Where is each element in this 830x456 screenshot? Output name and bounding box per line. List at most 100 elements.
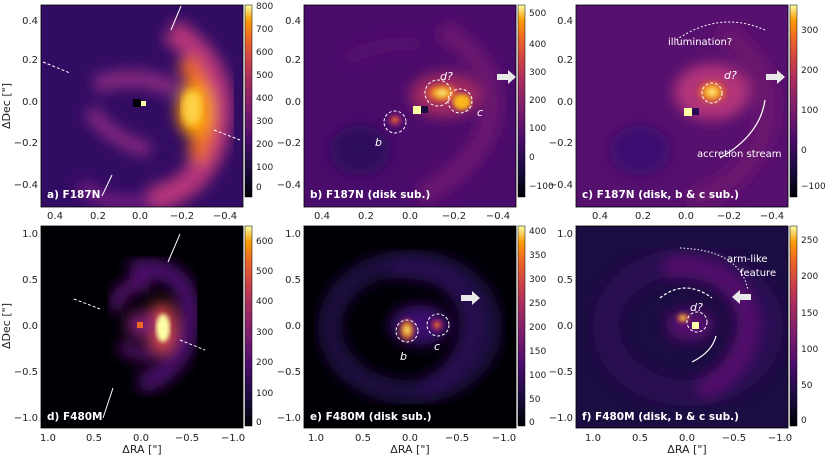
panel-e-xlabel: ΔRA ["] (390, 443, 429, 456)
panel-b-annot-d: d? (440, 70, 453, 83)
panel-a-cbtick: 100 (256, 163, 273, 173)
panel-d-cbtick: 100 (256, 389, 273, 399)
panel-a-cbtick: 400 (256, 94, 273, 104)
panel-c-cbtick: 200 (801, 66, 818, 76)
panel-e: b c e) F480M (disk sub.) 1.0 0.5 0.0 −0.… (277, 225, 546, 456)
panel-c-colorbar (789, 4, 798, 198)
panel-a-ytick: 0.2 (22, 55, 38, 66)
panel-e-xtick: −0.5 (445, 433, 469, 444)
panel-e-ytick: −0.5 (277, 367, 301, 378)
panel-f-ytick: 0.5 (557, 275, 573, 286)
panel-a-cbtick: 500 (256, 71, 273, 81)
panel-f-cbtick: 200 (801, 272, 818, 282)
panel-f-yticks: 1.0 0.5 0.0 −0.5 −1.0 (549, 229, 573, 424)
panel-d-ytick: 1.0 (22, 229, 38, 240)
panel-a-colorbar (244, 4, 253, 198)
panel-f-ytick: 1.0 (557, 229, 573, 240)
panel-c-xtick: 0.2 (635, 211, 651, 222)
panel-e-cbtick: 150 (529, 347, 546, 357)
panel-f-xlabel: ΔRA ["] (667, 443, 706, 456)
panel-d-cbtick: 300 (256, 328, 273, 338)
panel-e-cbtick: 200 (529, 323, 546, 333)
panel-a-label: a) F187N (47, 189, 100, 201)
panel-f-xtick: −0.5 (722, 433, 746, 444)
panel-c-ytick: 0.4 (557, 16, 573, 27)
panel-f-ytick: −0.5 (549, 367, 573, 378)
panel-b-xtick: 0.4 (314, 211, 330, 222)
panel-a-xtick: 0.2 (90, 211, 106, 222)
panel-c-cbtick: 0 (801, 146, 807, 156)
bottom-row-ylabel: ΔDec ["] (0, 303, 13, 349)
panel-d-xlabel: ΔRA ["] (122, 443, 161, 456)
panel-a: a) F187N 0.4 0.2 0.0 −0.2 −0.4 0.4 0.2 0… (0, 2, 273, 222)
panel-e-xtick: −1.0 (492, 433, 516, 444)
panel-b-arrow-icon (497, 70, 516, 84)
panel-b-image: b c d? b) F187N (disk sub.) (304, 5, 516, 207)
panel-b-cbtick: 500 (529, 9, 546, 19)
panel-f-xticks: 1.0 0.5 0.0 −0.5 −1.0 (585, 433, 792, 444)
panel-b-yticks: 0.4 0.2 0.0 −0.2 −0.4 (277, 16, 301, 191)
panel-c-xtick: −0.4 (760, 211, 784, 222)
panel-d-cbtick: 500 (256, 267, 273, 277)
panel-f-cbtick: 100 (801, 345, 818, 355)
panel-f-annot-arm: arm-like (727, 254, 768, 265)
panel-d-xtick: 1.0 (40, 433, 56, 444)
panel-e-colorbar (517, 225, 526, 427)
panel-e-colorbar-ticks: 400 350 300 250 200 150 100 50 0 (529, 227, 546, 428)
panel-e-annot-b: b (400, 350, 407, 363)
panel-e-xtick: 0.0 (402, 433, 418, 444)
panel-d-cbtick: 200 (256, 358, 273, 368)
panel-b-cbtick: 200 (529, 96, 546, 106)
panel-e-xtick: 0.5 (355, 433, 371, 444)
panel-b-cbtick: 300 (529, 68, 546, 78)
panel-b-ytick: −0.2 (277, 138, 301, 149)
panel-f-cbtick: 150 (801, 309, 818, 319)
panel-d-colorbar (244, 225, 253, 427)
panel-a-xtick: −0.2 (170, 211, 194, 222)
panel-d-cbtick: 600 (256, 237, 273, 247)
panel-d-yticks: 1.0 0.5 0.0 −0.5 −1.0 (14, 229, 38, 424)
panel-b-cbtick: 400 (529, 40, 546, 50)
panel-d-colorbar-ticks: 600 500 400 300 200 100 0 (256, 237, 273, 428)
panel-a-ytick: 0.4 (22, 16, 38, 27)
panel-f: arm-like feature d? f) F480M (disk, b & … (549, 225, 818, 456)
panel-c-ytick: 0.2 (557, 55, 573, 66)
panel-f-ytick: −1.0 (549, 413, 573, 424)
panel-c-cbtick: 300 (801, 26, 818, 36)
panel-d-ytick: 0.5 (22, 275, 38, 286)
panel-e-cbtick: 350 (529, 251, 546, 261)
panel-b-ytick: −0.4 (277, 180, 301, 191)
panel-e-xticks: 1.0 0.5 0.0 −0.5 −1.0 (308, 433, 516, 444)
panel-a-cbtick: 800 (256, 2, 273, 12)
panel-f-annot-feature: feature (740, 268, 776, 279)
panel-c-label: c) F187N (disk, b & c sub.) (582, 189, 739, 201)
panel-f-image: arm-like feature d? f) F480M (disk, b & … (576, 226, 788, 428)
panel-f-xtick: 1.0 (585, 433, 601, 444)
panel-d-xtick: −1.0 (221, 433, 245, 444)
panel-c-colorbar-ticks: 300 200 100 0 −100 (801, 26, 826, 192)
panel-e-label: e) F480M (disk sub.) (310, 411, 432, 423)
panel-a-ytick: −0.2 (14, 138, 38, 149)
panel-e-cbtick: 250 (529, 299, 546, 309)
panel-e-cbtick: 0 (529, 418, 535, 428)
panel-a-ytick: −0.4 (14, 180, 38, 191)
panel-d-cbtick: 0 (256, 418, 262, 428)
panel-d-xtick: −0.5 (175, 433, 199, 444)
panel-b-ytick: 0.0 (285, 97, 301, 108)
panel-b-cbtick: 100 (529, 124, 546, 134)
panel-f-annot-d: d? (690, 301, 703, 314)
panel-a-cbtick: 200 (256, 140, 273, 150)
panel-f-xtick: 0.0 (679, 433, 695, 444)
top-row-ylabel: ΔDec ["] (0, 83, 13, 129)
panel-d-ytick: 0.0 (22, 321, 38, 332)
panel-a-image: a) F187N (41, 5, 243, 207)
panel-f-colorbar-ticks: 250 200 150 100 50 0 (801, 236, 818, 426)
panel-f-arrow-icon (732, 290, 751, 304)
panel-c-ytick: −0.4 (549, 180, 573, 191)
panel-d-image: d) F480M (41, 226, 243, 428)
panel-c-annot-accretion: accretion stream (697, 149, 782, 160)
panel-f-cbtick: 50 (801, 381, 813, 391)
panel-f-colorbar (789, 225, 798, 427)
panel-e-annot-c: c (434, 340, 440, 353)
